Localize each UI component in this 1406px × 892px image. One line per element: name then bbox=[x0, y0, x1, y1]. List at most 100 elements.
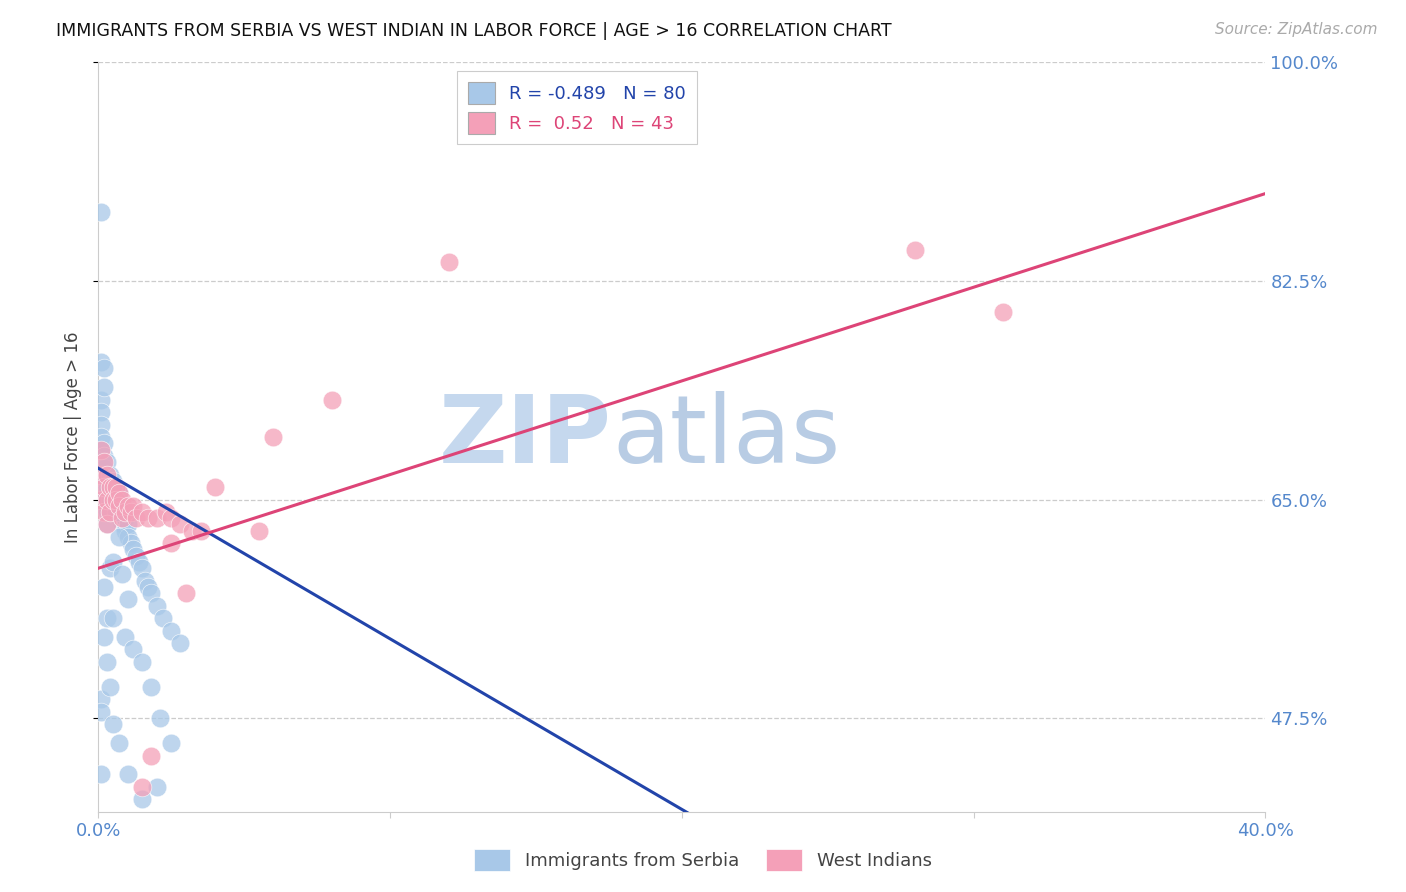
Point bbox=[120, 505, 142, 519]
Legend: R = -0.489   N = 80, R =  0.52   N = 43: R = -0.489 N = 80, R = 0.52 N = 43 bbox=[457, 71, 697, 145]
Point bbox=[131, 780, 153, 794]
Point bbox=[93, 480, 115, 494]
Point bbox=[101, 492, 124, 507]
Point bbox=[108, 499, 131, 513]
Point bbox=[98, 505, 121, 519]
Point bbox=[96, 492, 118, 507]
Point bbox=[90, 405, 112, 419]
Point bbox=[136, 580, 159, 594]
Point bbox=[104, 480, 127, 494]
Point bbox=[90, 467, 112, 482]
Point bbox=[96, 611, 118, 625]
Point bbox=[117, 530, 139, 544]
Point bbox=[131, 561, 153, 575]
Point bbox=[101, 555, 124, 569]
Point bbox=[90, 417, 112, 432]
Point bbox=[160, 624, 183, 638]
Point bbox=[93, 474, 115, 488]
Point bbox=[108, 486, 131, 500]
Point bbox=[139, 680, 162, 694]
Point bbox=[101, 474, 124, 488]
Point bbox=[90, 467, 112, 482]
Point bbox=[131, 505, 153, 519]
Text: IMMIGRANTS FROM SERBIA VS WEST INDIAN IN LABOR FORCE | AGE > 16 CORRELATION CHAR: IMMIGRANTS FROM SERBIA VS WEST INDIAN IN… bbox=[56, 22, 891, 40]
Point bbox=[262, 430, 284, 444]
Text: ZIP: ZIP bbox=[439, 391, 612, 483]
Point bbox=[90, 492, 112, 507]
Point bbox=[169, 636, 191, 650]
Point bbox=[122, 642, 145, 657]
Point bbox=[146, 599, 169, 613]
Point bbox=[117, 499, 139, 513]
Point bbox=[90, 442, 112, 457]
Point bbox=[111, 511, 134, 525]
Legend: Immigrants from Serbia, West Indians: Immigrants from Serbia, West Indians bbox=[467, 842, 939, 879]
Point bbox=[160, 736, 183, 750]
Point bbox=[136, 511, 159, 525]
Point bbox=[111, 505, 134, 519]
Point bbox=[321, 392, 343, 407]
Point bbox=[114, 505, 136, 519]
Text: atlas: atlas bbox=[612, 391, 841, 483]
Point bbox=[98, 467, 121, 482]
Point bbox=[96, 467, 118, 482]
Point bbox=[117, 592, 139, 607]
Point bbox=[98, 505, 121, 519]
Point bbox=[174, 586, 197, 600]
Point bbox=[111, 492, 134, 507]
Point bbox=[108, 486, 131, 500]
Point bbox=[93, 449, 115, 463]
Point bbox=[96, 655, 118, 669]
Point bbox=[904, 243, 927, 257]
Point bbox=[125, 511, 148, 525]
Point bbox=[247, 524, 270, 538]
Point bbox=[98, 680, 121, 694]
Point bbox=[93, 461, 115, 475]
Point bbox=[108, 530, 131, 544]
Point bbox=[90, 705, 112, 719]
Point bbox=[93, 630, 115, 644]
Point bbox=[101, 717, 124, 731]
Point bbox=[104, 492, 127, 507]
Point bbox=[104, 505, 127, 519]
Point bbox=[90, 692, 112, 706]
Point bbox=[98, 492, 121, 507]
Point bbox=[146, 511, 169, 525]
Point bbox=[96, 467, 118, 482]
Point bbox=[114, 630, 136, 644]
Point bbox=[120, 536, 142, 550]
Point bbox=[155, 505, 177, 519]
Point bbox=[98, 480, 121, 494]
Point bbox=[104, 492, 127, 507]
Point bbox=[98, 505, 121, 519]
Point bbox=[90, 430, 112, 444]
Point bbox=[90, 392, 112, 407]
Point bbox=[101, 480, 124, 494]
Point bbox=[204, 480, 226, 494]
Point bbox=[108, 736, 131, 750]
Point bbox=[90, 205, 112, 219]
Point bbox=[93, 580, 115, 594]
Point bbox=[139, 586, 162, 600]
Point bbox=[93, 486, 115, 500]
Point bbox=[90, 355, 112, 369]
Point bbox=[117, 517, 139, 532]
Y-axis label: In Labor Force | Age > 16: In Labor Force | Age > 16 bbox=[65, 331, 83, 543]
Point bbox=[96, 517, 118, 532]
Point bbox=[108, 499, 131, 513]
Point bbox=[93, 436, 115, 450]
Point bbox=[111, 567, 134, 582]
Point bbox=[134, 574, 156, 588]
Point bbox=[96, 517, 118, 532]
Point bbox=[111, 517, 134, 532]
Point bbox=[131, 655, 153, 669]
Point bbox=[93, 505, 115, 519]
Point bbox=[96, 480, 118, 494]
Point bbox=[122, 542, 145, 557]
Point bbox=[96, 492, 118, 507]
Point bbox=[101, 499, 124, 513]
Point bbox=[104, 480, 127, 494]
Point bbox=[122, 499, 145, 513]
Point bbox=[169, 517, 191, 532]
Point bbox=[93, 455, 115, 469]
